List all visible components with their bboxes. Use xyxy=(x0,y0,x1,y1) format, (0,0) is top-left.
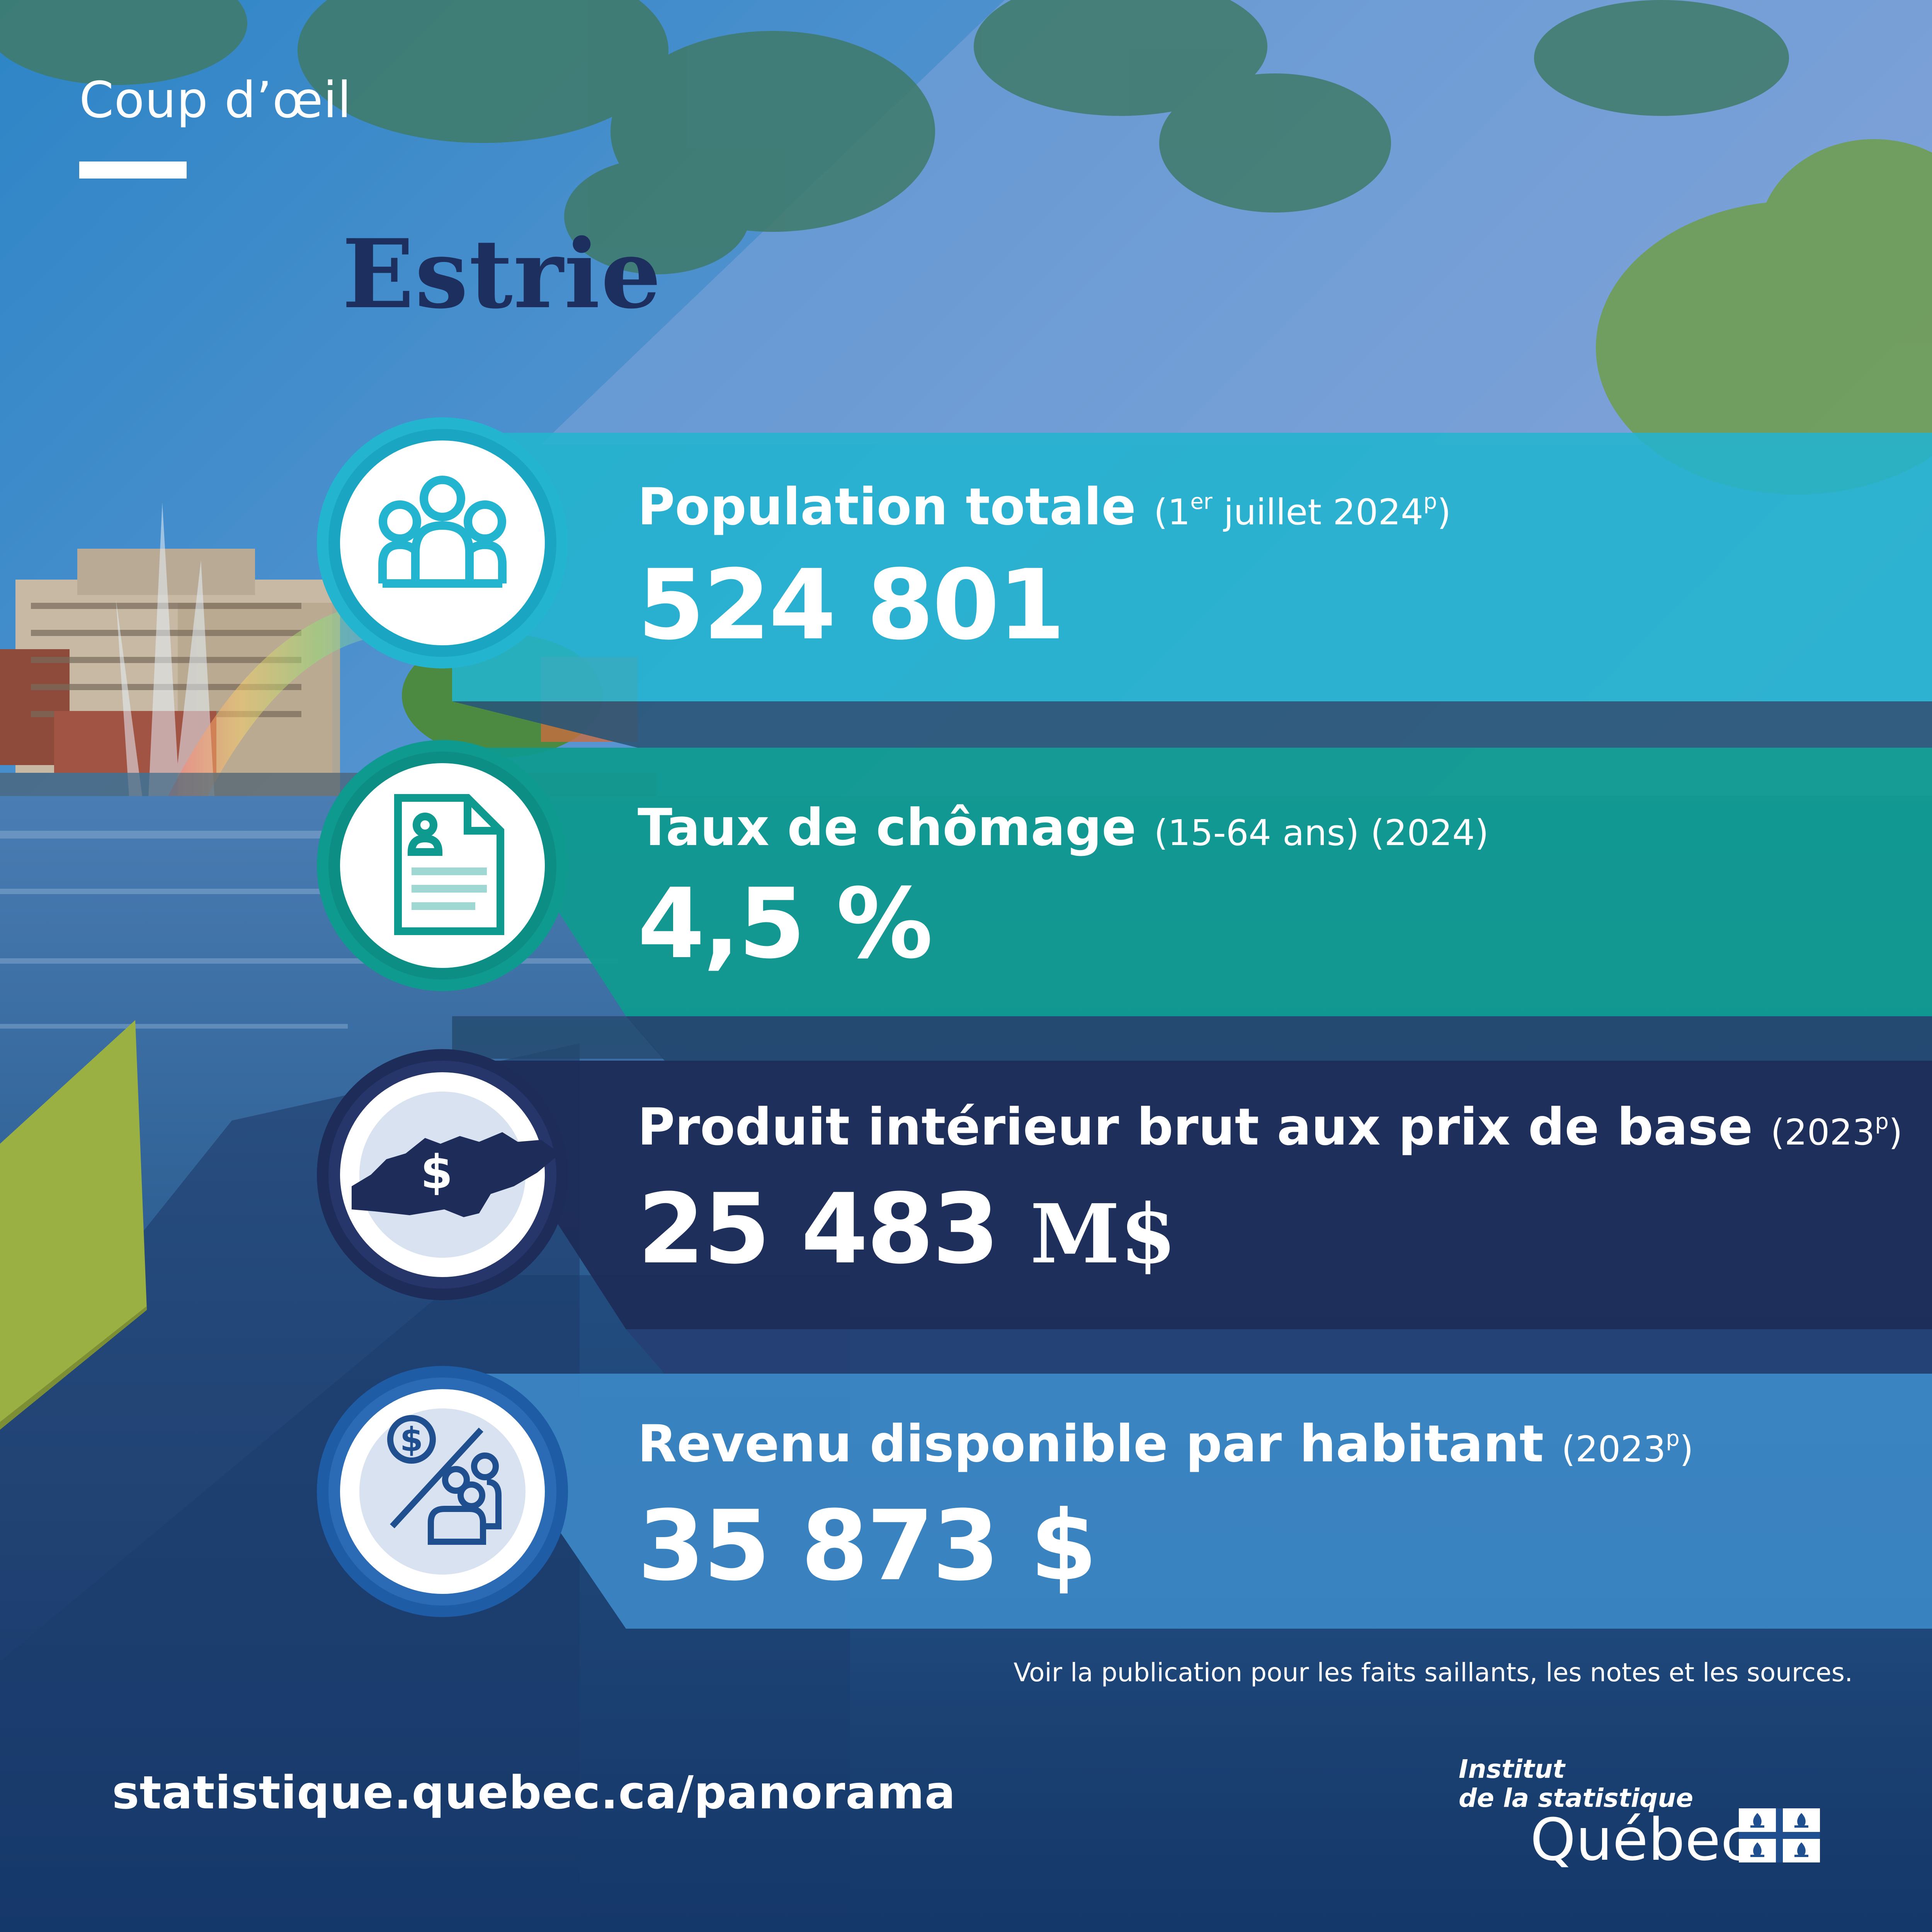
sources-note: Voir la publication pour les faits saill… xyxy=(1014,1658,1853,1687)
badge-revenu xyxy=(317,1366,568,1617)
revenu-value: 35 873 $ xyxy=(638,1490,1097,1602)
revenu-label: Revenu disponible par habitant (2023p) xyxy=(638,1414,1694,1474)
revenu-label-text: Revenu disponible par habitant xyxy=(638,1414,1544,1474)
region-map-dollar-icon: $ xyxy=(352,1132,560,1217)
population-label: Population totale (1er juillet 2024p) xyxy=(638,477,1451,537)
dollar-glyph: $ xyxy=(400,1420,423,1459)
chomage-value: 4,5 % xyxy=(638,867,933,980)
band-pib-shape xyxy=(452,1061,1932,1374)
badge-chomage xyxy=(317,740,568,991)
logo-line-statistique: de la statistique xyxy=(1459,1783,1694,1813)
chomage-label: Taux de chômage (15-64 ans) (2024) xyxy=(638,798,1489,857)
revenu-qualifier: (2023p) xyxy=(1561,1426,1694,1470)
logo-line-institut: Institut xyxy=(1459,1754,1565,1784)
band-revenu-shape xyxy=(452,1374,1932,1629)
pib-value-unit: M$ xyxy=(1030,1186,1177,1282)
pib-value: 25 483 M$ xyxy=(638,1173,1176,1285)
website-link[interactable]: statistique.quebec.ca/panorama xyxy=(112,1766,956,1819)
people-group-icon xyxy=(378,476,507,588)
dollar-per-person-icon xyxy=(387,1415,502,1545)
accent-shape xyxy=(0,1020,147,1430)
header-divider xyxy=(79,162,187,179)
population-value: 524 801 xyxy=(638,549,1065,661)
logo-line-quebec: Québec xyxy=(1530,1806,1753,1874)
chomage-label-text: Taux de chômage xyxy=(638,798,1136,857)
kicker-label: Coup d’œil xyxy=(79,71,352,129)
pib-label: Produit intérieur brut aux prix de base … xyxy=(638,1097,1903,1157)
pib-value-number: 25 483 xyxy=(638,1173,1000,1285)
document-profile-icon xyxy=(394,794,504,935)
population-label-text: Population totale xyxy=(638,477,1136,537)
region-title: Estrie xyxy=(342,218,662,330)
svg-text:$: $ xyxy=(420,1146,453,1199)
population-qualifier: (1er juillet 2024p) xyxy=(1153,489,1451,533)
quebec-flag-icon xyxy=(1739,1808,1820,1862)
band-population-shape xyxy=(452,433,1932,748)
pib-qualifier: (2023p) xyxy=(1770,1109,1903,1153)
chomage-qualifier: (15-64 ans) (2024) xyxy=(1154,812,1489,854)
pib-label-text: Produit intérieur brut aux prix de base xyxy=(638,1097,1753,1157)
band-chomage-shape xyxy=(452,748,1932,1061)
badge-population xyxy=(317,417,568,668)
